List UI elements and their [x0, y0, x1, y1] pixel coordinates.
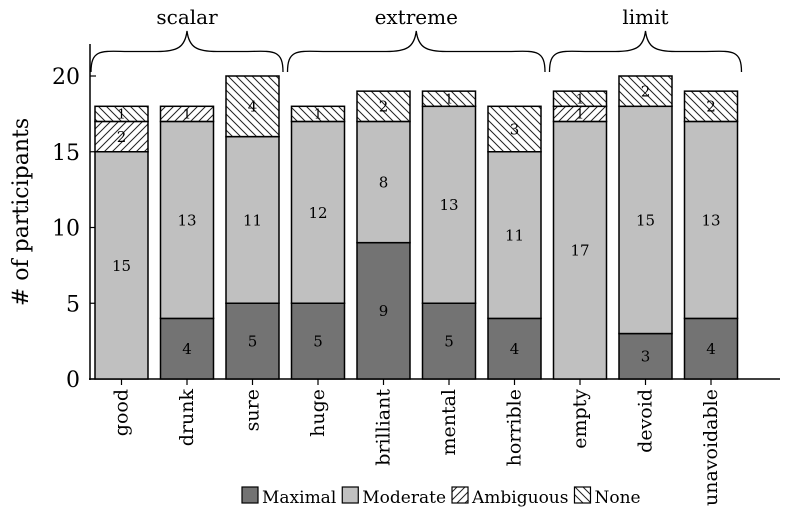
data-label: 1 — [576, 92, 584, 107]
y-tick-label: 15 — [52, 141, 80, 166]
data-label: 3 — [510, 120, 520, 138]
bar-segment-ambiguous-good — [94, 120, 149, 153]
data-label: 1 — [117, 108, 125, 123]
bar-segment-maximal-mental — [421, 302, 477, 380]
bar-segment-maximal-brilliant — [356, 241, 411, 380]
x-tick-label: unavoidable — [700, 389, 722, 506]
data-label: 5 — [248, 333, 258, 351]
group-label-scalar: scalar — [156, 5, 218, 29]
data-label: 15 — [112, 257, 131, 275]
x-tick-label: drunk — [176, 389, 198, 447]
x-tick-label: mental — [438, 389, 460, 456]
bar-segment-moderate-sure — [225, 135, 280, 304]
bar-segment-moderate-drunk — [159, 120, 215, 320]
legend: Maximal Moderate Ambiguous None — [241, 486, 641, 508]
data-label: 11 — [243, 211, 262, 229]
bar-segment-none-horrible — [487, 105, 542, 153]
bar-segment-none-huge — [290, 105, 346, 123]
group-brace-extreme — [286, 30, 546, 73]
bar-segment-moderate-devoid — [618, 105, 673, 335]
bar-segment-maximal-sure — [225, 302, 280, 380]
bar-segment-maximal-devoid — [618, 332, 673, 380]
x-tick-label: sure — [242, 389, 264, 431]
x-tick-label: good — [111, 389, 133, 436]
data-label: 1 — [576, 108, 584, 123]
data-label: 2 — [117, 128, 127, 146]
data-label: 4 — [510, 340, 520, 358]
legend-label-maximal: Maximal — [262, 488, 336, 508]
legend-label-ambiguous: Ambiguous — [471, 488, 568, 508]
data-label: 15 — [636, 211, 655, 229]
data-label: 4 — [182, 340, 192, 358]
x-tick-label: brilliant — [373, 389, 395, 466]
y-tick-label: 0 — [66, 368, 80, 393]
data-label: 5 — [444, 333, 454, 351]
data-label: 8 — [379, 173, 389, 191]
bar-segment-moderate-brilliant — [356, 120, 411, 244]
bar-segment-none-devoid — [618, 75, 673, 108]
group-brace-limit — [548, 30, 743, 73]
data-label: 12 — [308, 204, 327, 222]
legend-swatch-none — [573, 486, 592, 504]
y-axis-label: # of participants — [9, 118, 34, 306]
data-label: 13 — [701, 211, 720, 229]
data-label: 3 — [641, 348, 651, 366]
data-label: 2 — [706, 98, 716, 116]
x-tick-label: devoid — [635, 389, 657, 453]
bar-segment-maximal-horrible — [487, 317, 542, 380]
data-label: 1 — [445, 92, 453, 107]
data-label: 2 — [641, 83, 651, 101]
data-label: 11 — [505, 226, 524, 244]
legend-label-moderate: Moderate — [362, 488, 446, 508]
x-tick-label: horrible — [504, 389, 526, 466]
data-label: 2 — [379, 98, 389, 116]
bar-segment-none-empty — [552, 90, 608, 108]
group-braces: scalar extreme limit — [90, 5, 743, 73]
bar-segment-none-brilliant — [356, 90, 411, 123]
bar-segment-maximal-unavoidable — [683, 317, 739, 380]
data-label: 17 — [570, 242, 589, 260]
bar-segment-ambiguous-drunk — [159, 105, 215, 123]
group-brace-scalar — [90, 30, 284, 73]
legend-swatch-ambiguous — [451, 486, 469, 504]
bars — [94, 75, 739, 380]
bar-segment-maximal-huge — [290, 302, 346, 380]
data-label: 5 — [313, 333, 323, 351]
legend-swatch-moderate — [341, 486, 359, 504]
group-label-extreme: extreme — [375, 5, 458, 29]
bar-segment-none-sure — [225, 75, 280, 138]
legend-label-none: None — [594, 488, 640, 508]
bar-segment-moderate-good — [94, 151, 149, 380]
legend-swatch-maximal — [241, 486, 259, 504]
data-label: 9 — [379, 302, 389, 320]
data-label: 1 — [314, 108, 322, 123]
data-label: 4 — [706, 340, 716, 358]
y-tick-label: 5 — [66, 292, 80, 317]
data-label: 4 — [248, 98, 258, 116]
group-label-limit: limit — [622, 5, 668, 29]
data-label: 1 — [183, 108, 191, 123]
x-tick-label: huge — [307, 389, 329, 437]
bar-segment-moderate-mental — [421, 105, 477, 304]
bar-segment-none-mental — [421, 90, 477, 108]
x-tick-label: empty — [569, 389, 591, 449]
data-label: 13 — [177, 211, 196, 229]
bar-segment-maximal-drunk — [159, 317, 215, 380]
bar-segment-none-unavoidable — [683, 90, 739, 123]
bar-segment-moderate-unavoidable — [683, 120, 739, 320]
y-tick-label: 10 — [52, 217, 80, 242]
data-label: 13 — [439, 196, 458, 214]
bar-segment-none-good — [94, 105, 149, 123]
y-tick-label: 20 — [52, 65, 80, 90]
bar-segment-moderate-horrible — [487, 151, 542, 320]
